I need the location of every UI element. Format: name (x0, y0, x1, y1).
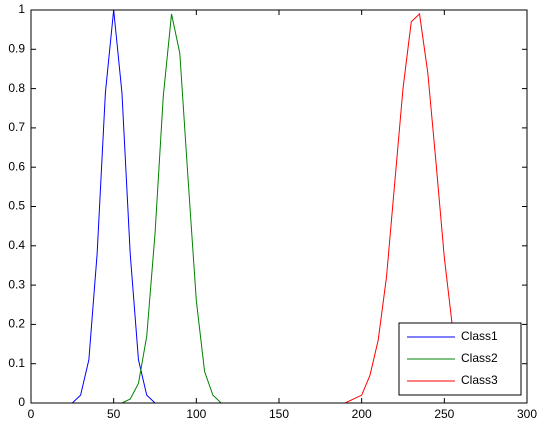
x-tick-label: 300 (517, 407, 537, 421)
x-tick-label: 0 (28, 407, 35, 421)
y-tick-label: 0.2 (8, 317, 25, 331)
y-tick-label: 0.7 (8, 120, 25, 134)
legend-label: Class3 (461, 373, 498, 387)
x-tick-label: 150 (269, 407, 289, 421)
plot-frame (30, 9, 528, 404)
y-tick-label: 0.1 (8, 356, 25, 370)
y-tick-label: 1 (18, 2, 25, 16)
legend: Class1 Class2 Class3 (398, 322, 522, 396)
x-tick-label: 250 (434, 407, 454, 421)
x-tick-label: 100 (186, 407, 206, 421)
y-tick-label: 0.3 (8, 277, 25, 291)
legend-label: Class2 (461, 351, 498, 365)
y-tick-label: 0.6 (8, 159, 25, 173)
y-tick-label: 0.8 (8, 81, 25, 95)
y-tick-label: 0.5 (8, 199, 25, 213)
legend-label: Class1 (461, 329, 498, 343)
y-tick-label: 0 (18, 395, 25, 409)
y-tick-label: 0.4 (8, 238, 25, 252)
x-tick-label: 50 (107, 407, 121, 421)
y-tick-label: 0.9 (8, 41, 25, 55)
x-tick-label: 200 (352, 407, 372, 421)
